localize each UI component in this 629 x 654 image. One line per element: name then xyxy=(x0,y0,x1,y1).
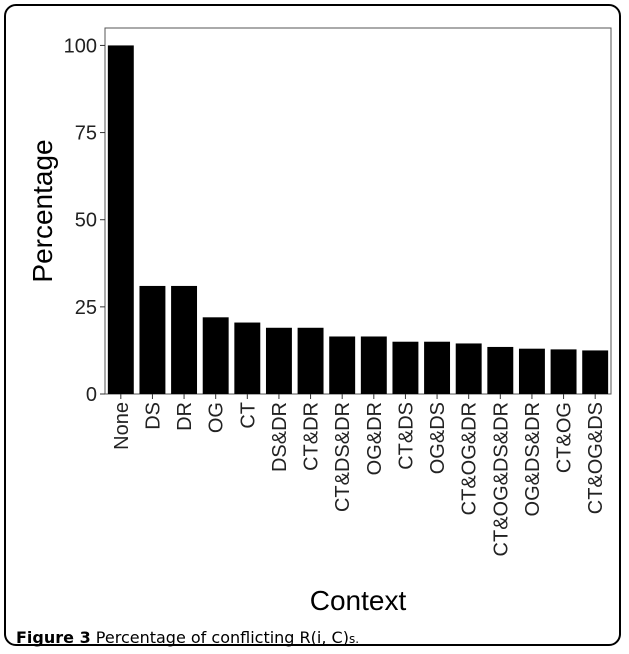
x-tick-label: DS&DR xyxy=(269,402,291,472)
caption-suffix: s. xyxy=(348,632,360,646)
figure-caption: Figure 3 Percentage of conflicting R(i, … xyxy=(16,628,359,647)
bar-chart: 0 25 50 75 100 None DS DR OG CT DS&DR CT&DR CT&DS&D… xyxy=(27,27,612,616)
y-tick-label: 75 xyxy=(75,123,97,145)
bar xyxy=(202,317,229,394)
y-axis-title: Percentage xyxy=(27,139,58,282)
bar xyxy=(582,350,609,394)
caption-text: Percentage of conflicting R(i, C) xyxy=(95,628,349,647)
bar xyxy=(487,346,514,394)
x-tick-label: CT xyxy=(237,402,259,429)
y-tick-label: 0 xyxy=(86,384,97,406)
bar xyxy=(234,322,261,394)
x-tick-label: DS xyxy=(142,402,164,430)
x-tick-label: OG xyxy=(206,402,228,433)
x-tick-label: CT&DS xyxy=(395,402,417,470)
bar xyxy=(392,341,419,394)
bar xyxy=(265,327,292,394)
caption-label: Figure 3 xyxy=(16,628,91,647)
x-tick-label: OG&DS&DR xyxy=(522,402,544,516)
y-tick-label: 50 xyxy=(75,210,97,232)
y-axis: 0 25 50 75 100 xyxy=(64,35,105,406)
x-tick-label: CT&OG xyxy=(554,402,576,473)
x-tick-label: CT&DS&DR xyxy=(332,402,354,512)
bar xyxy=(360,336,387,394)
x-tick-label: DR xyxy=(174,402,196,431)
x-tick-label: OG&DR xyxy=(364,402,386,475)
bar xyxy=(518,348,545,394)
bar xyxy=(139,285,166,394)
bar xyxy=(550,349,577,394)
figure-frame xyxy=(4,4,621,646)
plot-panel xyxy=(104,27,612,395)
x-tick-label: OG&DS xyxy=(427,402,449,474)
x-tick-label: CT&DR xyxy=(301,402,323,471)
y-tick-label: 25 xyxy=(75,297,97,319)
bar xyxy=(171,285,198,394)
bar xyxy=(329,336,356,394)
bars xyxy=(107,45,609,395)
bar xyxy=(455,343,482,394)
x-axis: None DS DR OG CT DS&DR CT&DR CT&DS&DR OG&DR CT&DS… xyxy=(111,394,607,556)
x-axis-title: Context xyxy=(310,585,407,616)
bar xyxy=(424,341,451,394)
bar xyxy=(297,327,324,394)
x-tick-label: None xyxy=(111,402,133,450)
x-tick-label: CT&OG&DS xyxy=(585,402,607,514)
x-tick-label: CT&OG&DS&DR xyxy=(490,402,512,556)
x-tick-label: CT&OG&DR xyxy=(459,402,481,515)
y-tick-label: 100 xyxy=(64,35,97,57)
bar xyxy=(107,45,134,395)
